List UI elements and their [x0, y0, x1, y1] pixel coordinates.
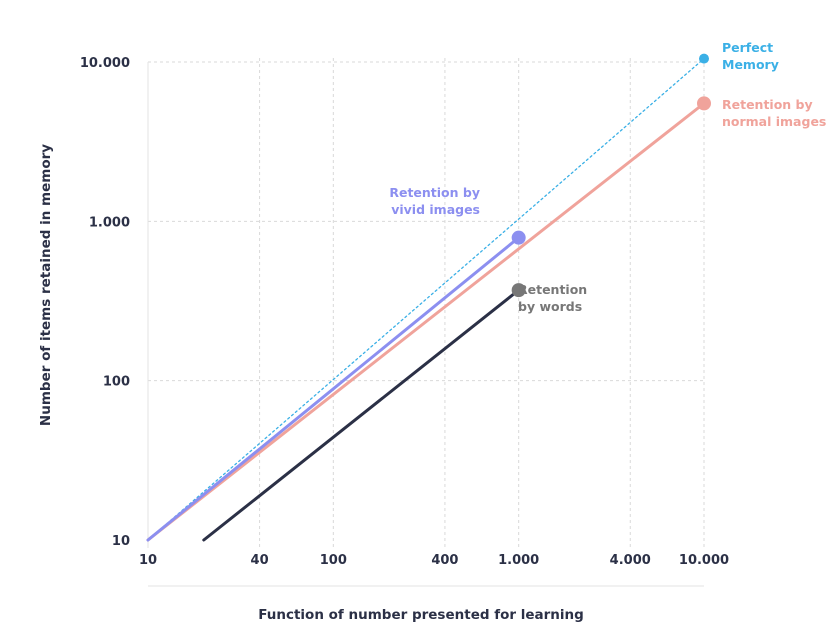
y-tick-label: 10.000 [80, 56, 130, 71]
grid [148, 58, 705, 548]
y-tick-label: 100 [103, 375, 130, 390]
series-line [146, 101, 706, 542]
series-lines [146, 57, 706, 542]
series-end-marker [699, 53, 709, 64]
x-tick-label: 4.000 [610, 553, 651, 568]
series-label: Perfect Memory [722, 40, 779, 72]
y-tick-label: 10 [112, 534, 130, 549]
series-label: Retention by vivid images [389, 185, 480, 217]
series-end-markers [511, 53, 711, 298]
series-label: Retention by normal images [722, 97, 826, 129]
x-tick-label: 40 [251, 553, 269, 568]
x-axis-title: Function of number presented for learnin… [258, 607, 584, 623]
y-tick-labels: 10 100 1.000 10.000 [80, 56, 130, 549]
series-label-line: Retention by [722, 97, 813, 112]
series-label: Retention by words [518, 282, 587, 314]
series-label-line: Perfect [722, 40, 773, 55]
x-tick-label: 10.000 [679, 553, 729, 568]
series-line [147, 57, 705, 541]
series-label-line: Retention [518, 282, 587, 297]
x-tick-label: 1.000 [498, 553, 539, 568]
series-label-line: Retention by [389, 185, 480, 200]
series-label-line: Memory [722, 57, 779, 72]
series-end-marker [511, 283, 526, 298]
series-end-marker [697, 96, 711, 111]
y-axis-title: Number of items retained in memory [38, 144, 54, 426]
y-tick-label: 1.000 [89, 215, 130, 230]
series-label-line: normal images [722, 114, 826, 129]
series-end-marker [511, 230, 526, 245]
x-tick-labels: 10 40 100 400 1.000 4.000 10.000 [139, 553, 729, 568]
x-tick-label: 10 [139, 553, 157, 568]
x-tick-label: 400 [431, 553, 458, 568]
series-label-line: by words [518, 299, 582, 314]
series-line [202, 288, 521, 542]
series-line [146, 236, 521, 542]
series-label-line: vivid images [391, 202, 480, 217]
x-tick-label: 100 [320, 553, 347, 568]
